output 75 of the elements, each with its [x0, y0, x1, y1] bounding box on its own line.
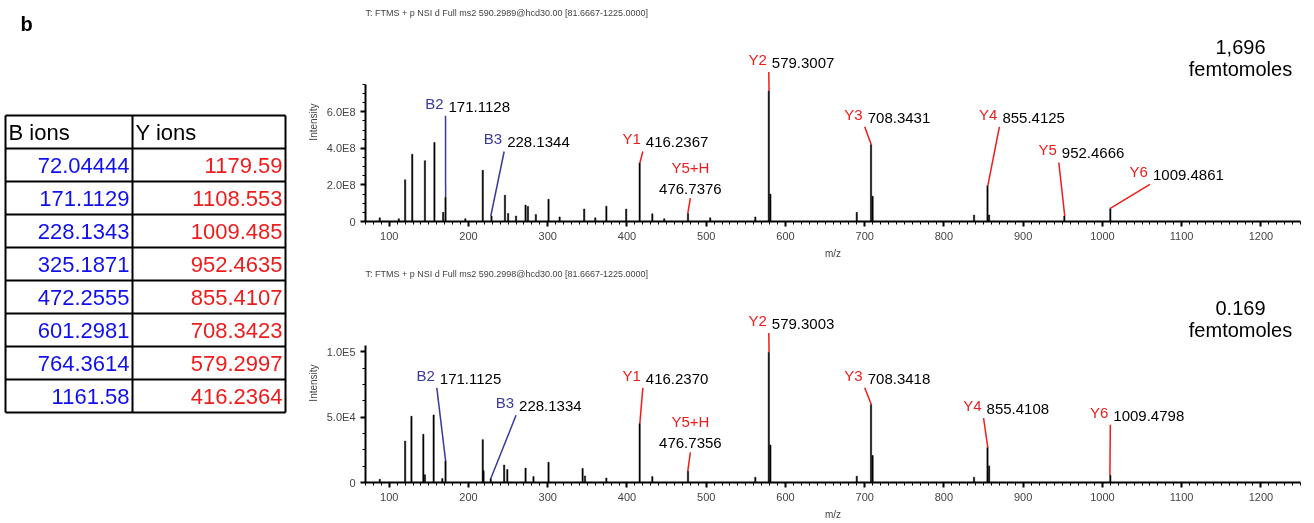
x-tick-label: 700	[855, 229, 874, 242]
x-tick-label: 100	[380, 490, 399, 503]
text: b	[20, 12, 33, 35]
y-tick-label: 4.0E8	[326, 142, 356, 155]
annotation: Y6 1009.4798	[1089, 403, 1185, 424]
annotation: Y6 1009.4861	[1129, 163, 1224, 184]
x-axis-title: m/z	[824, 508, 842, 520]
x-tick-label: 1200	[1248, 490, 1274, 503]
annotation: Y1 416.2370	[622, 366, 709, 387]
text: 325.1871	[37, 251, 130, 277]
text: 1009.485	[190, 218, 283, 244]
x-axis-title: m/z	[824, 247, 842, 259]
x-tick-label: 1200	[1248, 229, 1274, 242]
annotation: B2 171.1125	[416, 366, 502, 387]
x-tick-label: 400	[617, 229, 637, 242]
x-tick-label: 500	[697, 490, 716, 503]
annotation: B3 228.1334	[495, 394, 582, 415]
text: 952.4635	[190, 251, 283, 277]
x-tick-label: 1000	[1090, 490, 1115, 503]
x-tick-label: 600	[776, 490, 795, 503]
text: Y ions	[135, 119, 197, 145]
annotation: Y5 952.4666	[1038, 141, 1125, 162]
text: 1108.553	[192, 185, 283, 211]
chart-title: T: FTMS + p NSI d Full ms2 590.2998@hcd30.00 [81.6667-1225.0000]	[365, 268, 649, 279]
x-tick-label: 100	[380, 229, 399, 242]
x-tick-label: 1000	[1090, 229, 1115, 242]
x-tick-label: 1100	[1169, 229, 1194, 242]
text: 1179.59	[204, 152, 283, 178]
annotation: Y2 579.3007	[748, 50, 835, 71]
annotation: Y3 708.3418	[844, 366, 931, 387]
text: B ions	[8, 119, 70, 145]
x-tick-label: 900	[1013, 229, 1033, 242]
chart-title: T: FTMS + p NSI d Full ms2 590.2989@hcd30.00 [81.6667-1225.0000]	[365, 7, 649, 18]
text: 1,696 femtomoles	[1188, 36, 1293, 81]
text: 579.2997	[190, 350, 283, 376]
x-tick-label: 200	[459, 490, 478, 503]
annotation: B2 171.1128	[425, 94, 510, 115]
x-tick-label: 900	[1013, 490, 1033, 503]
annotation: Y4 855.4125	[979, 105, 1065, 126]
y-axis-title: Intensity	[307, 364, 319, 402]
text: 1161.58	[51, 383, 130, 409]
annotation: Y3 708.3431	[844, 105, 931, 126]
x-tick-label: 500	[697, 229, 716, 242]
x-tick-label: 800	[934, 229, 954, 242]
y-axis-title: Intensity	[307, 103, 319, 141]
text: 472.2555	[37, 284, 130, 310]
text: 601.2981	[37, 317, 130, 343]
y-tick-label: 5.0E4	[326, 411, 356, 424]
x-tick-label: 1100	[1169, 490, 1194, 503]
annotation: Y5+H 476.7376	[659, 159, 722, 198]
annotation: Y4 855.4108	[963, 396, 1050, 417]
text: 171.1129	[39, 185, 130, 211]
x-tick-label: 300	[538, 490, 557, 503]
text: 764.3614	[37, 350, 130, 376]
x-tick-label: 300	[538, 229, 557, 242]
x-tick-label: 400	[617, 490, 637, 503]
y-tick-label: 0	[349, 215, 356, 228]
annotation: Y2 579.3003	[748, 311, 835, 332]
y-tick-label: 1.0E5	[326, 345, 356, 358]
x-tick-label: 600	[776, 229, 795, 242]
annotation: B3 228.1344	[483, 130, 570, 151]
text: 72.04444	[37, 152, 130, 178]
y-tick-label: 6.0E8	[326, 105, 356, 118]
annotation: Y1 416.2367	[622, 130, 709, 151]
x-tick-label: 200	[459, 229, 478, 242]
y-tick-label: 2.0E8	[326, 178, 356, 191]
annotation: Y5+H 476.7356	[659, 413, 722, 452]
text: 416.2364	[190, 383, 283, 409]
x-tick-label: 700	[855, 490, 874, 503]
text: 228.1343	[37, 218, 130, 244]
text: 708.3423	[190, 317, 283, 343]
y-tick-label: 0	[349, 476, 356, 489]
x-tick-label: 800	[934, 490, 954, 503]
text: 0.169 femtomoles	[1188, 297, 1293, 342]
text: 855.4107	[190, 284, 283, 310]
